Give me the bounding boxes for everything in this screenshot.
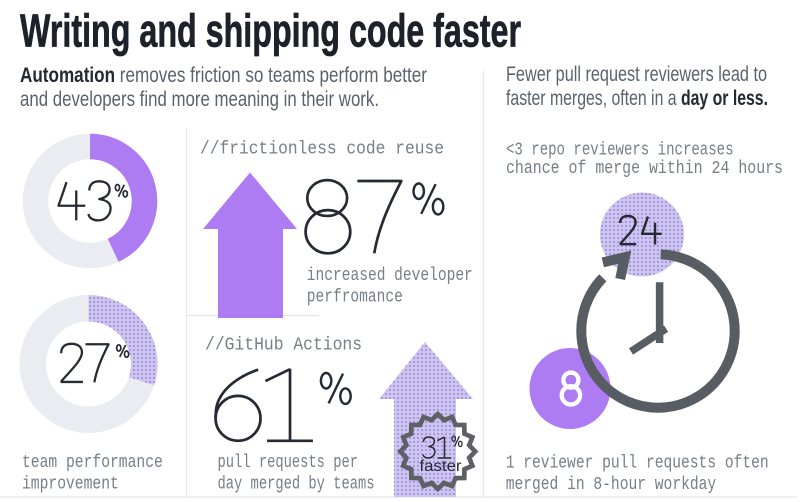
svg-text:Writing and shipping code fast: Writing and shipping code faster — [20, 5, 521, 57]
svg-text:faster merges, often in a day: faster merges, often in a day or less. — [506, 87, 768, 110]
svg-text:pull requests per: pull requests per — [218, 453, 359, 473]
svg-text:merged in 8-hour workday: merged in 8-hour workday — [506, 475, 717, 495]
svg-text:increased developer: increased developer — [307, 266, 473, 286]
svg-text:<3 repo reviewers increases: <3 repo reviewers increases — [506, 141, 734, 161]
svg-text:improvement: improvement — [22, 475, 119, 495]
svg-text:chance of merge within 24 hour: chance of merge within 24 hours — [506, 159, 783, 179]
svg-text:Fewer pull request reviewers l: Fewer pull request reviewers lead to — [506, 63, 767, 86]
svg-text:team performance: team performance — [22, 453, 163, 473]
svg-text:day merged by teams: day merged by teams — [218, 475, 375, 495]
svg-text:Automation removes friction so: Automation removes friction so teams per… — [20, 64, 427, 87]
svg-text://GitHub Actions: //GitHub Actions — [205, 336, 362, 356]
svg-text:1 reviewer pull requests often: 1 reviewer pull requests often — [506, 454, 769, 474]
svg-text:perfromance: perfromance — [307, 288, 403, 308]
svg-text://frictionless code reuse: //frictionless code reuse — [200, 139, 444, 159]
svg-text:faster: faster — [420, 458, 463, 475]
svg-text:and developers find more meani: and developers find more meaning in thei… — [20, 88, 379, 111]
